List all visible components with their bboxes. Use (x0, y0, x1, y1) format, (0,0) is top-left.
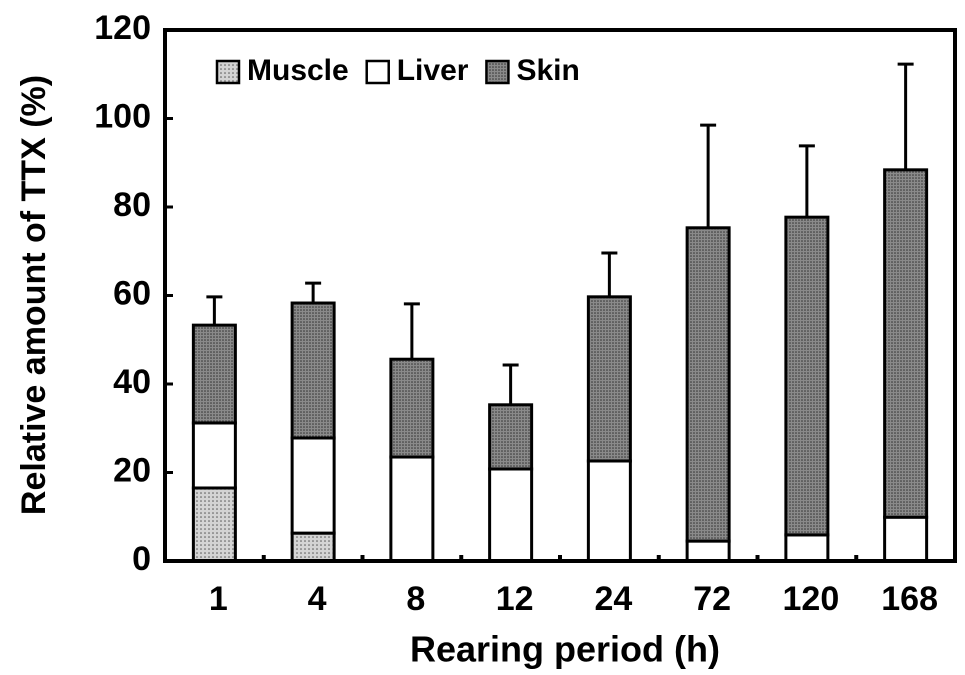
bar-texture (392, 360, 432, 456)
bar-segment (389, 455, 435, 563)
bar-segment (784, 533, 830, 563)
legend-texture (218, 62, 238, 82)
bar-segment (191, 421, 237, 490)
x-tick-label: 1 (209, 580, 228, 618)
bar-texture (688, 229, 728, 540)
x-tick-label: 24 (594, 580, 632, 618)
bar-texture (787, 218, 827, 534)
x-tick-label: 12 (496, 580, 534, 618)
y-tick-label: 60 (113, 274, 151, 312)
legend-label: Muscle (247, 54, 349, 87)
x-tick-label: 72 (693, 580, 731, 618)
bar-segment (685, 539, 731, 563)
y-tick-label: 80 (113, 186, 151, 224)
y-tick-label: 0 (132, 540, 151, 578)
bar-texture (293, 534, 333, 560)
bar-segment (290, 436, 336, 535)
legend-swatch (365, 59, 390, 85)
y-tick-label: 20 (113, 451, 151, 489)
bar-segment (586, 459, 632, 563)
bar-texture (194, 326, 234, 422)
x-tick-label: 4 (308, 580, 327, 618)
plot-frame (163, 28, 957, 563)
x-axis-label: Rearing period (h) (410, 629, 720, 670)
y-tick-label: 40 (113, 363, 151, 401)
legend-texture (487, 62, 508, 82)
bar-texture (491, 406, 531, 468)
bar-texture (194, 489, 234, 560)
bar-segment (883, 515, 929, 563)
bar-segment (488, 467, 534, 563)
y-axis-label: Relative amount of TTX (%) (15, 75, 53, 515)
bar-texture (589, 298, 629, 460)
y-tick-label: 100 (94, 97, 151, 135)
bar-texture (886, 171, 926, 516)
x-tick-label: 168 (881, 580, 938, 618)
x-tick-label: 8 (406, 580, 425, 618)
legend-label: Liver (397, 54, 469, 87)
y-tick-label: 120 (94, 9, 151, 47)
bar-texture (293, 304, 333, 437)
legend-label: Skin (516, 54, 579, 87)
x-tick-label: 120 (783, 580, 840, 618)
